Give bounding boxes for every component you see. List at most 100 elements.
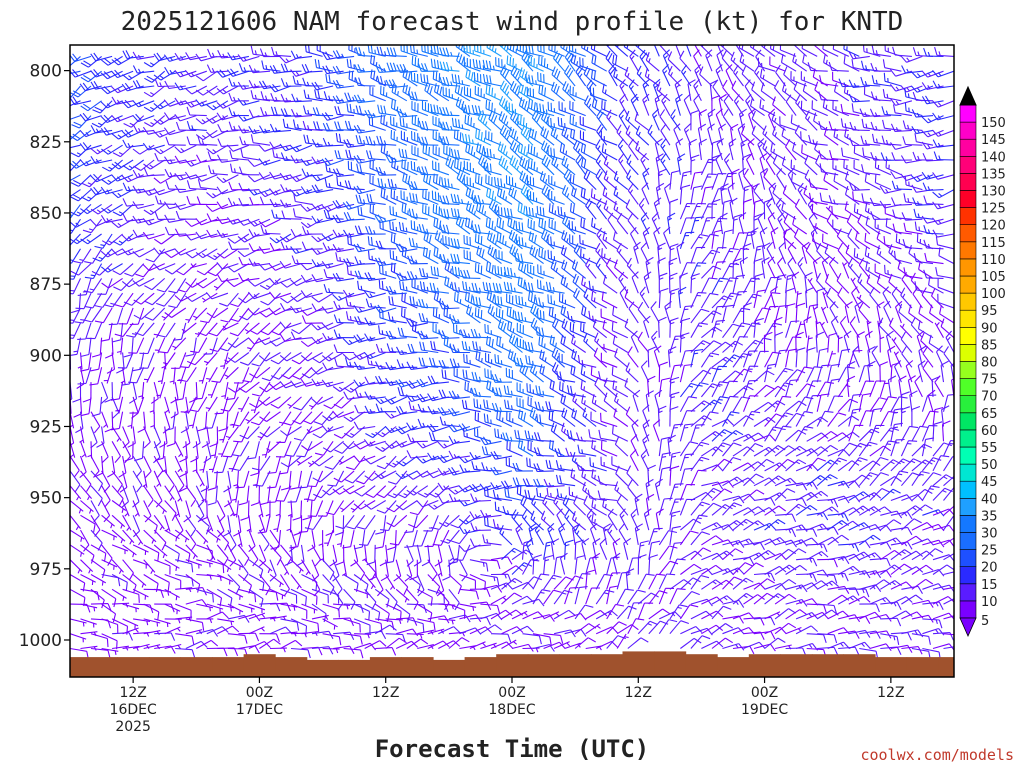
wind-barb (216, 559, 232, 573)
wind-barb-feather (90, 208, 99, 215)
wind-barb-feather (132, 229, 138, 238)
wind-barb-feather (153, 53, 160, 62)
wind-barb-shaft (78, 293, 82, 311)
wind-barb-feather (165, 180, 170, 190)
wind-barb (153, 426, 162, 449)
wind-barb (153, 129, 176, 138)
wind-barb (164, 500, 177, 521)
wind-barb (97, 278, 113, 295)
wind-barb-half-feather (85, 131, 90, 136)
wind-barb-feather (307, 485, 316, 488)
wind-barb-shaft (90, 588, 105, 601)
wind-barb-feather (72, 90, 81, 96)
wind-barb (217, 138, 239, 147)
wind-barb-shaft (175, 633, 193, 637)
wind-barb (121, 174, 144, 183)
wind-barb-half-feather (108, 240, 113, 244)
wind-barb-shaft (196, 628, 213, 635)
wind-barb-half-feather (138, 102, 142, 107)
wind-barb-feather (190, 543, 197, 552)
wind-barb-shaft (211, 233, 229, 238)
wind-barb-feather (184, 233, 192, 241)
wind-barb-feather (101, 179, 109, 185)
wind-barb (206, 85, 229, 96)
wind-barb (216, 262, 239, 270)
wind-barb-half-feather (175, 595, 178, 601)
wind-barb-feather (103, 71, 111, 78)
wind-barb-feather (111, 96, 117, 105)
wind-barb-shaft (185, 574, 201, 585)
wind-barb-feather (186, 180, 191, 189)
wind-barb-half-feather (80, 552, 83, 557)
wind-barb-feather (82, 112, 89, 121)
wind-barb-feather (93, 470, 100, 478)
wind-barb-half-feather (230, 607, 232, 612)
wind-barb-feather (71, 124, 80, 129)
wind-barb (206, 573, 224, 582)
wind-barb-feather (73, 413, 82, 418)
wind-barb-half-feather (375, 76, 378, 81)
wind-barb-shaft (180, 292, 197, 302)
wind-barb (90, 218, 113, 227)
wind-barb-half-feather (181, 328, 186, 332)
wind-barb-feather (142, 218, 150, 226)
wind-barb-shaft (222, 263, 239, 270)
wind-barb-feather (100, 87, 108, 95)
wind-barb-feather (368, 611, 371, 620)
wind-barb-half-feather (189, 424, 194, 427)
wind-barb-half-feather (161, 315, 166, 319)
wind-barb (101, 618, 119, 634)
wind-barb-feather (136, 80, 141, 89)
wind-barb (80, 574, 96, 586)
wind-barb-feather (79, 143, 86, 151)
wind-barb (111, 559, 124, 575)
wind-barb (121, 367, 134, 386)
wind-barb (122, 618, 139, 629)
wind-barb-shaft (101, 544, 113, 559)
wind-barb-feather (218, 428, 227, 432)
wind-barb-shaft (85, 367, 92, 384)
wind-barb (227, 500, 236, 517)
wind-barb (132, 470, 143, 493)
wind-barb-shaft (190, 174, 207, 180)
wind-barb (70, 144, 81, 149)
wind-barb-shaft (153, 559, 171, 567)
wind-barb-feather (144, 300, 153, 306)
wind-barb (143, 367, 155, 383)
wind-barb-shaft (132, 485, 140, 502)
wind-barb-feather (185, 295, 193, 302)
wind-barb-half-feather (226, 567, 230, 573)
wind-barb-shaft (101, 381, 109, 399)
wind-barb-half-feather (90, 274, 95, 277)
wind-barb-shaft (140, 292, 155, 305)
wind-barb (207, 485, 218, 506)
wind-barb (122, 159, 145, 171)
wind-barb-feather (195, 134, 204, 141)
wind-barb-feather (160, 589, 165, 598)
wind-barb-shaft (172, 411, 176, 429)
wind-barb-feather (132, 80, 138, 89)
wind-barb-feather (225, 398, 235, 401)
wind-barb (73, 248, 92, 264)
wind-barb-half-feather (137, 188, 142, 193)
wind-barb-shaft (118, 411, 124, 429)
wind-barb-shaft (90, 470, 103, 484)
wind-barb (80, 70, 102, 83)
wind-barb-feather (211, 380, 220, 383)
wind-barb-shaft (102, 307, 113, 323)
wind-barb (174, 82, 197, 91)
wind-barb-feather (122, 74, 130, 81)
wind-barb-half-feather (199, 482, 204, 487)
wind-barb (70, 55, 81, 67)
wind-barb-shaft (143, 544, 160, 554)
wind-barb-shaft (153, 574, 170, 583)
wind-barb-feather (126, 626, 129, 635)
wind-barb (70, 544, 85, 557)
wind-barb (122, 544, 137, 558)
wind-barb-shaft (195, 514, 210, 527)
wind-barb (220, 307, 239, 323)
wind-barb-shaft (138, 277, 155, 287)
wind-barb (70, 203, 92, 217)
wind-barb (216, 174, 239, 184)
